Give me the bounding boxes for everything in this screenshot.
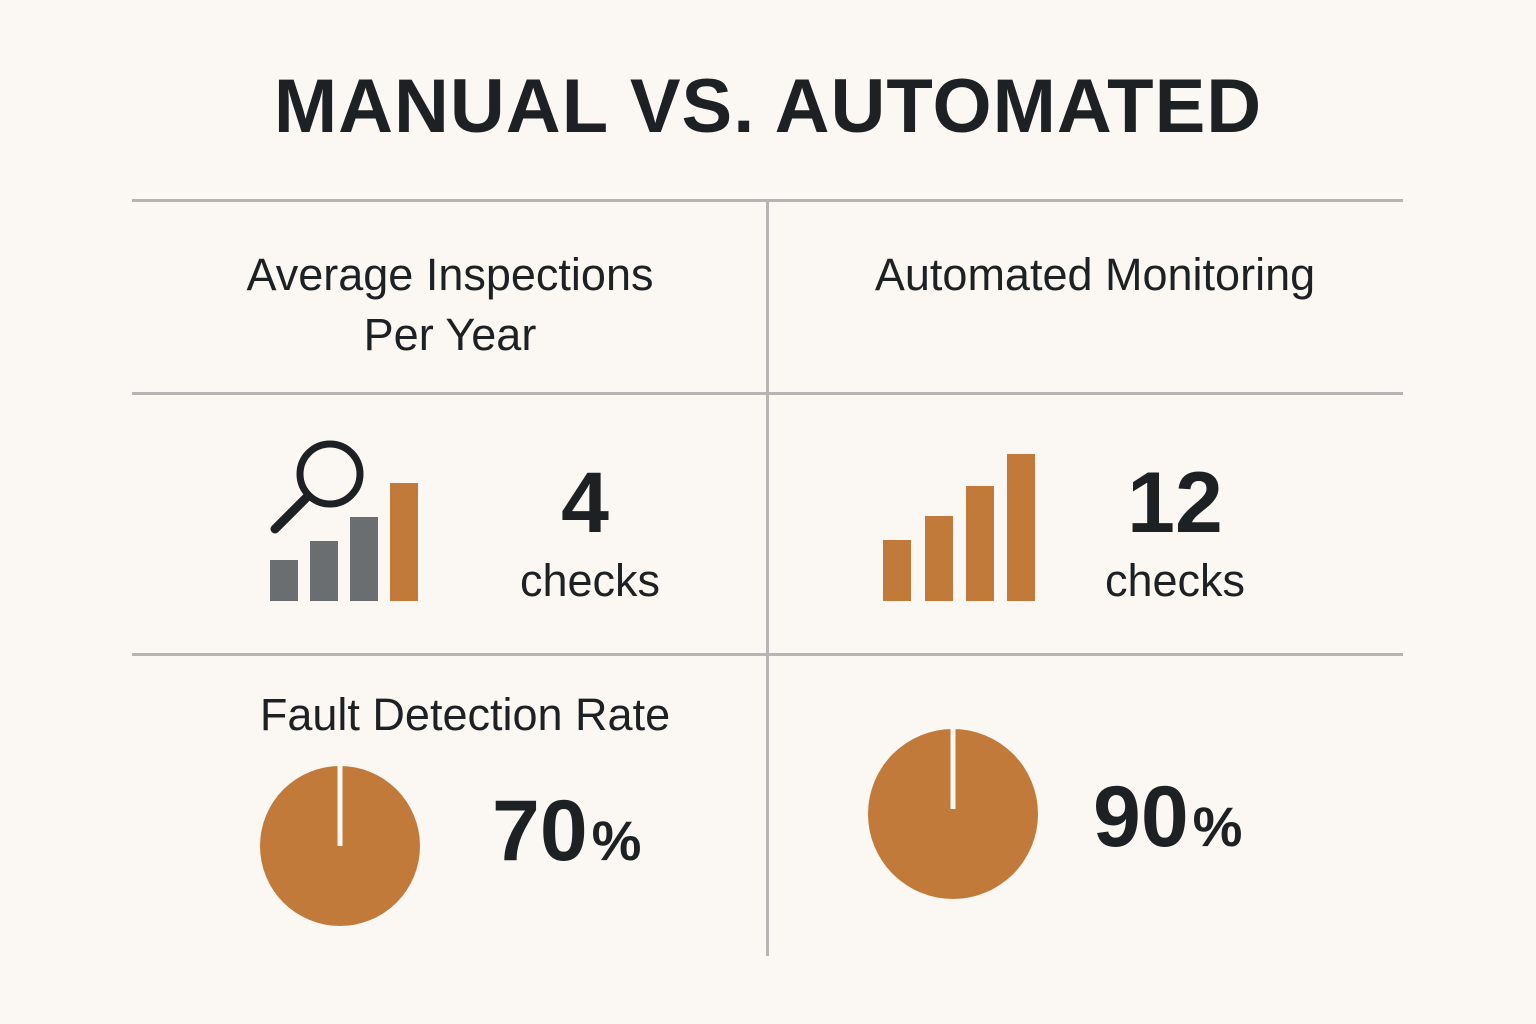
automated-pie-disc	[868, 729, 1038, 899]
inspections-heading: Average Inspections Per Year	[145, 245, 755, 365]
manual-rate-unit: %	[591, 809, 642, 872]
manual-bar-2	[310, 541, 338, 601]
automated-bar-3	[966, 486, 994, 601]
inspections-heading-line1: Average Inspections	[246, 249, 654, 300]
divider-vertical	[766, 200, 769, 956]
manual-bar-4	[390, 483, 418, 601]
automated-bar-4	[1007, 454, 1035, 601]
manual-bar-3	[350, 517, 378, 601]
manual-rate-value: 70	[492, 783, 588, 879]
manual-pie-icon	[260, 766, 420, 926]
automated-checks-unit: checks	[1104, 555, 1246, 606]
manual-checks-value: 4	[561, 455, 609, 551]
automated-heading: Automated Monitoring	[874, 249, 1316, 300]
page-title: MANUAL VS. AUTOMATED	[273, 64, 1263, 149]
inspections-heading-line2: Per Year	[363, 309, 537, 360]
automated-bar-2	[925, 516, 953, 601]
bar-chart-icon	[883, 454, 1035, 601]
automated-rate-value: 90	[1093, 769, 1189, 865]
magnifier-handle	[270, 491, 313, 534]
automated-rate-unit: %	[1192, 795, 1243, 858]
manual-rate: 70%	[492, 786, 641, 901]
fault-detection-heading: Fault Detection Rate	[259, 689, 671, 740]
magnifier-lens	[296, 440, 364, 508]
automated-checks-value: 12	[1127, 455, 1223, 551]
manual-checks-unit: checks	[519, 555, 661, 606]
automated-bar-1	[883, 540, 911, 601]
manual-bar-1	[270, 560, 298, 601]
magnifier-bar-chart-icon	[270, 440, 418, 601]
automated-rate: 90%	[1093, 772, 1242, 887]
automated-pie-icon	[868, 729, 1038, 899]
